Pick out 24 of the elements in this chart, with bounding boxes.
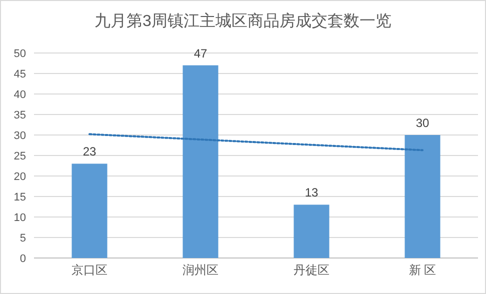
data-label: 13 [304, 186, 318, 200]
y-tick-label: 25 [14, 150, 26, 162]
y-tick-label: 10 [14, 212, 26, 224]
data-label: 23 [82, 144, 96, 159]
y-tick-label: 5 [20, 232, 26, 244]
data-label: 47 [194, 46, 208, 60]
x-tick-label: 丹徒区 [294, 263, 330, 277]
bar [404, 135, 440, 258]
data-label: 30 [416, 116, 430, 130]
y-tick-label: 20 [14, 171, 26, 183]
y-tick-label: 45 [14, 68, 26, 80]
y-tick-label: 30 [14, 130, 26, 142]
y-tick-label: 40 [14, 89, 26, 101]
bar [294, 204, 330, 258]
y-tick-label: 50 [14, 48, 26, 60]
x-tick-label: 京口区 [72, 263, 108, 277]
chart-title: 九月第3周镇江主城区商品房成交套数一览 [94, 12, 392, 30]
x-tick-label: 润州区 [182, 263, 218, 277]
x-tick-label: 新 区 [408, 263, 436, 277]
y-tick-label: 35 [14, 110, 26, 122]
bar [72, 164, 108, 258]
y-tick-label: 0 [20, 253, 26, 265]
y-tick-label: 15 [14, 192, 26, 204]
bar [182, 65, 218, 258]
